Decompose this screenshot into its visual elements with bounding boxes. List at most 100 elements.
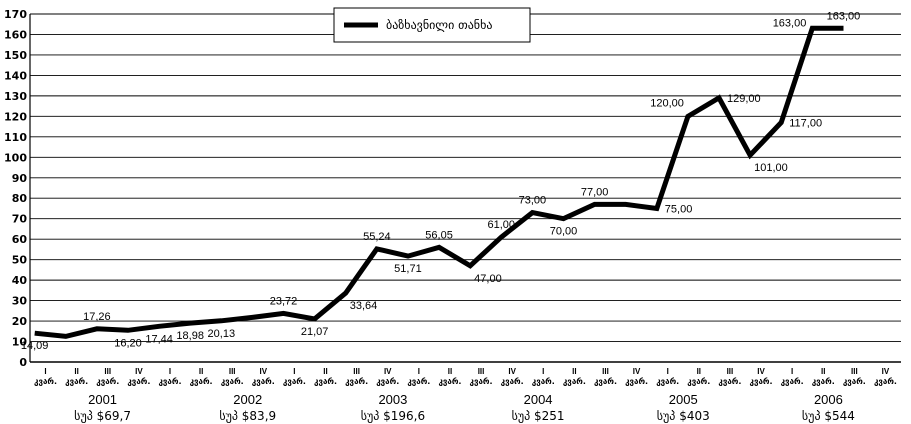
data-label: 75,00: [665, 203, 693, 215]
legend-label: ბაზხავნილი თანხა: [386, 18, 492, 32]
y-tick-label: 0: [19, 356, 27, 369]
data-label: 14,09: [21, 340, 49, 352]
data-label: 17,44: [145, 333, 173, 345]
data-label: 70,00: [550, 226, 578, 238]
y-tick-label: 150: [4, 49, 27, 62]
quarter-label: კვარ.: [750, 376, 773, 386]
data-label: 163,00: [773, 17, 807, 29]
y-tick-label: 50: [12, 254, 28, 267]
y-tick-label: 130: [4, 90, 27, 103]
quarter-numeral: III: [478, 367, 485, 376]
quarter-label: კვარ.: [532, 376, 555, 386]
y-tick-label: 60: [12, 233, 28, 246]
gdp-label: სუპ $69,7: [74, 409, 131, 423]
quarter-label: კვარ.: [65, 376, 88, 386]
grid-lines: [30, 13, 901, 363]
data-label: 61,00: [488, 219, 516, 231]
quarter-numeral: II: [821, 367, 825, 376]
quarter-numeral: IV: [135, 367, 143, 376]
quarter-numeral: IV: [882, 367, 890, 376]
quarter-numeral: II: [323, 367, 327, 376]
year-label: 2006: [814, 392, 843, 407]
legend: ბაზხავნილი თანხა: [333, 7, 531, 43]
data-label: 18,98: [176, 330, 204, 342]
quarter-numeral: III: [727, 367, 734, 376]
quarter-numeral: II: [572, 367, 576, 376]
quarter-label: კვარ.: [34, 376, 57, 386]
y-tick-label: 80: [12, 192, 28, 205]
gdp-label: სუპ $83,9: [219, 409, 276, 423]
quarter-numeral: IV: [633, 367, 641, 376]
year-label: 2001: [88, 392, 117, 407]
quarter-label: კვარ.: [501, 376, 524, 386]
y-tick-label: 140: [4, 69, 27, 82]
quarter-label: კვარ.: [314, 376, 337, 386]
y-tick-label: 10: [12, 336, 28, 349]
quarter-numeral: I: [667, 367, 669, 376]
quarter-numeral: III: [104, 367, 111, 376]
quarter-label: კვარ.: [376, 376, 399, 386]
quarter-numeral: IV: [260, 367, 268, 376]
quarter-numeral: II: [448, 367, 452, 376]
quarter-label: კვარ.: [252, 376, 275, 386]
y-tick-label: 40: [12, 274, 28, 287]
data-label: 163,00: [827, 10, 861, 22]
data-label: 101,00: [754, 162, 788, 174]
data-label: 47,00: [474, 273, 502, 285]
quarter-label: კვარ.: [563, 376, 586, 386]
quarter-label: კვარ.: [625, 376, 648, 386]
x-axis: Iკვარ.IIკვარ.IIIკვარ.IVკვარ.Iკვარ.IIკვარ…: [34, 367, 897, 423]
year-label: 2005: [669, 392, 698, 407]
quarter-numeral: I: [293, 367, 295, 376]
data-label: 21,07: [301, 326, 329, 338]
quarter-label: კვარ.: [407, 376, 430, 386]
y-tick-label: 70: [12, 213, 28, 226]
data-label: 16,20: [114, 337, 142, 349]
y-tick-label: 120: [4, 110, 27, 123]
quarter-label: კვარ.: [874, 376, 897, 386]
quarter-label: კვარ.: [594, 376, 617, 386]
quarter-numeral: III: [602, 367, 609, 376]
year-label: 2003: [378, 392, 407, 407]
quarter-label: კვარ.: [190, 376, 213, 386]
y-tick-label: 170: [4, 8, 27, 21]
data-labels: 14,09 17,26 16,20 17,44 18,98 20,13 23,72 21,07…: [21, 10, 860, 352]
quarter-numeral: I: [791, 367, 793, 376]
quarter-label: კვარ.: [718, 376, 741, 386]
y-tick-label: 30: [12, 295, 28, 308]
quarter-label: კვარ.: [781, 376, 804, 386]
data-label: 33,64: [350, 300, 378, 312]
data-label: 55,24: [363, 231, 391, 243]
data-label: 73,00: [519, 195, 547, 207]
data-label: 129,00: [727, 93, 761, 105]
data-label: 51,71: [394, 263, 422, 275]
y-tick-label: 100: [4, 151, 27, 164]
quarter-numeral: II: [697, 367, 701, 376]
quarter-label: კვარ.: [221, 376, 244, 386]
data-label: 20,13: [208, 328, 236, 340]
quarter-label: კვარ.: [283, 376, 306, 386]
quarter-numeral: III: [229, 367, 236, 376]
gdp-label: სუპ $251: [512, 409, 565, 423]
quarter-label: კვარ.: [96, 376, 119, 386]
y-tick-label: 20: [12, 315, 28, 328]
quarter-numeral: III: [851, 367, 858, 376]
quarter-numeral: I: [542, 367, 544, 376]
quarter-numeral: II: [199, 367, 203, 376]
quarter-numeral: III: [353, 367, 360, 376]
quarter-numeral: IV: [508, 367, 516, 376]
gdp-label: სუპ $403: [657, 409, 710, 423]
quarter-numeral: II: [74, 367, 78, 376]
quarter-label: კვარ.: [127, 376, 150, 386]
quarter-label: კვარ.: [438, 376, 461, 386]
y-tick-label: 110: [4, 131, 27, 144]
series-layer: [34, 25, 844, 339]
quarter-label: კვარ.: [470, 376, 493, 386]
year-label: 2004: [524, 392, 553, 407]
gdp-label: სუპ $196,6: [361, 409, 425, 423]
quarter-numeral: I: [44, 367, 46, 376]
gdp-label: სუპ $544: [802, 409, 855, 423]
data-label: 17,26: [83, 311, 111, 323]
series-line: [34, 25, 844, 339]
